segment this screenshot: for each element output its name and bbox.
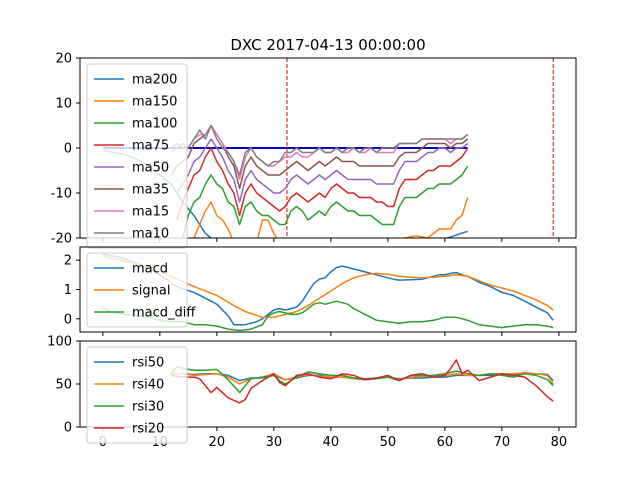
y-tick-label-price: -10 [51, 187, 72, 202]
legend-box-price [86, 63, 188, 249]
panel-rsi: 05010001020304050607080rsi50rsi40rsi30rs… [47, 335, 577, 450]
legend-label-ma50: ma50 [132, 161, 169, 176]
legend-rsi: rsi50 rsi40 rsi30 rsi20 [86, 346, 188, 444]
legend-macd: macd signal macd_diff [86, 252, 196, 328]
y-tick-label-price: 20 [55, 52, 72, 67]
panel-price: -20-1001020ma200ma150ma100ma75ma50ma35ma… [51, 52, 577, 249]
chart-title: DXC 2017-04-13 00:00:00 [230, 36, 425, 54]
series-line-rsi50 [171, 372, 554, 382]
y-tick-label-price: 10 [55, 97, 72, 112]
x-tick-label: 30 [266, 435, 283, 450]
x-tick-label: 20 [209, 435, 226, 450]
x-tick-label: 80 [551, 435, 568, 450]
legend-label-ma150: ma150 [132, 95, 177, 110]
series-line-ma75 [176, 147, 469, 221]
series-line-rsi20 [171, 359, 554, 404]
legend-label-ma15: ma15 [132, 205, 169, 220]
legend-label-rsi50: rsi50 [132, 356, 164, 371]
x-tick-label: 40 [323, 435, 340, 450]
series-line-ma15 [170, 124, 469, 181]
legend-label-rsi20: rsi20 [132, 422, 164, 437]
x-tick-label: 50 [380, 435, 397, 450]
series-line-ma50 [176, 138, 469, 203]
plot-area-rsi [170, 359, 554, 404]
series-line-ma10 [170, 124, 469, 176]
legend-label-ma10: ma10 [132, 227, 169, 242]
series-line-signal [102, 255, 554, 319]
series-line-rsi30 [170, 366, 554, 394]
legend-label-ma75: ma75 [132, 139, 169, 154]
y-tick-label-price: 0 [64, 142, 72, 157]
series-line-macd_diff [102, 300, 554, 332]
series-line-ma150 [193, 197, 469, 238]
legend-label-ma35: ma35 [132, 183, 169, 198]
y-tick-label-macd: 1 [64, 283, 72, 298]
legend-label-rsi30: rsi30 [132, 400, 164, 415]
y-tick-label-rsi: 100 [47, 335, 72, 350]
legend-label-rsi40: rsi40 [132, 378, 164, 393]
y-tick-label-rsi: 0 [64, 421, 72, 436]
x-tick-label: 60 [437, 435, 454, 450]
chart-panels: -20-1001020ma200ma150ma100ma75ma50ma35ma… [47, 52, 577, 450]
y-tick-label-macd: 2 [64, 254, 72, 269]
legend-price: ma200 ma150 ma100 ma75 ma50 ma35 ma15 ma10 [86, 63, 188, 249]
legend-box-rsi [86, 346, 188, 444]
panel-macd: 0 1 2 macd signal macd_diff [64, 246, 577, 336]
x-tick-label: 70 [494, 435, 511, 450]
legend-label-macd: macd [132, 262, 168, 277]
legend-box-macd [86, 252, 188, 328]
y-tick-label-macd: 0 [64, 312, 72, 327]
y-tick-label-price: -20 [51, 232, 72, 247]
legend-label-ma200: ma200 [132, 73, 177, 88]
plot-area-macd [102, 253, 554, 332]
legend-label-signal: signal [132, 284, 170, 299]
legend-label-ma100: ma100 [132, 117, 177, 132]
y-tick-label-rsi: 50 [55, 378, 72, 393]
legend-label-macd_diff: macd_diff [132, 306, 196, 321]
series-line-ma100 [181, 165, 469, 238]
